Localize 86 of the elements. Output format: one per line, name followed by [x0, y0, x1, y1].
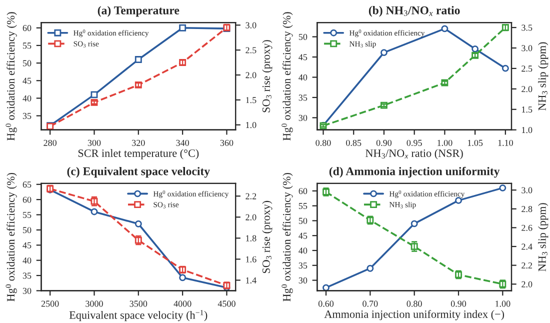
y-tick-label: 45	[22, 78, 32, 84]
x-tick-label: 0.70	[362, 300, 378, 307]
y2-tick-label: 2.6	[522, 224, 532, 231]
y2-axis-title: SO$_{3}$ rise (proxy)	[262, 200, 272, 274]
y2-tick-label: 1.8	[246, 235, 256, 242]
y-tick-label: 45	[22, 242, 32, 248]
chart-title: (b) NH$_{3}$/NO$_{x}$ ratio	[368, 6, 460, 17]
chart-title: (d) Ammonia injection uniformity	[329, 166, 500, 178]
x-tick-label: 360	[220, 140, 234, 146]
x-tick-label: 340	[176, 140, 189, 146]
x-tick-label: 300	[88, 140, 101, 146]
x-tick-label: 0.60	[318, 300, 334, 307]
x-axis-title: NH$_{3}$/NO$_{x}$ ratio (NSR)	[366, 149, 463, 160]
x-tick-label: 280	[44, 140, 57, 146]
y-tick-label: 50	[23, 227, 32, 234]
x-tick-label: 1.00	[438, 140, 452, 146]
y-axis-title: Hg$^{0}$ oxidation efficiency (%)	[282, 172, 293, 302]
y2-tick-label: 2.5	[522, 66, 532, 72]
y-axis-title: Hg$^{0}$ oxidation efficiency (%)	[6, 12, 17, 141]
chart-title: (a) Temperature	[98, 6, 180, 17]
y-tick-label: 35	[298, 94, 308, 101]
y2-tick-label: 2.4	[522, 244, 532, 250]
x-axis-title: Ammonia injection uniformity index (−)	[324, 310, 504, 320]
y-axis-title: Hg$^{0}$ oxidation efficiency (%)	[282, 12, 293, 141]
y-tick-label: 40	[22, 95, 32, 102]
y-tick-label: 60	[22, 196, 32, 203]
y-tick-label: 60	[22, 25, 32, 32]
y-tick-label: 40	[22, 257, 32, 264]
x-tick-label: 1.00	[496, 300, 510, 307]
y2-tick-label: 2.8	[522, 206, 532, 212]
y-tick-label: 55	[298, 203, 308, 210]
x-tick-label: 0.95	[406, 140, 422, 146]
y-tick-label: 35	[298, 262, 308, 269]
y2-tick-label: 3.0	[522, 45, 532, 52]
y2-tick-label: 2.0	[522, 86, 532, 92]
y-tick-label: 35	[22, 112, 32, 120]
y-tick-label: 40	[298, 248, 308, 254]
y2-axis-title: NH$_{3}$ slip (ppm)	[538, 203, 548, 272]
y-tick-label: 40	[298, 74, 308, 80]
y2-tick-label: 2.5	[246, 47, 256, 54]
y2-tick-label: 1.4	[246, 277, 256, 284]
y-tick-label: 35	[22, 272, 32, 279]
x-tick-label: 0.90	[376, 140, 392, 146]
y2-tick-label: 1.5	[246, 97, 256, 104]
y2-tick-label: 2.2	[522, 262, 532, 269]
y2-tick-label: 3.0	[246, 22, 256, 28]
y-tick-label: 45	[298, 54, 308, 60]
y2-tick-label: 3.0	[522, 187, 532, 194]
y2-tick-label: 1.6	[246, 256, 256, 262]
x-tick-label: 3500	[130, 300, 148, 307]
y-tick-label: 50	[298, 218, 308, 224]
y-tick-label: 60	[298, 188, 308, 194]
y2-tick-label: 2.2	[246, 193, 256, 200]
x-tick-label: 3000	[86, 300, 103, 307]
x-tick-label: 4500	[218, 300, 236, 307]
y2-tick-label: 2.0	[522, 281, 532, 288]
y-tick-label: 55	[23, 212, 32, 218]
x-tick-label: 4000	[174, 300, 192, 307]
y2-tick-label: 1.0	[246, 122, 256, 128]
x-tick-label: 320	[132, 140, 145, 146]
y-tick-label: 50	[298, 34, 308, 40]
x-tick-label: 0.90	[450, 300, 466, 307]
chart-title: (c) Equivalent space velocity	[67, 166, 210, 178]
y2-axis-title: SO$_{3}$ rise (proxy)	[262, 40, 272, 112]
y-tick-label: 65	[22, 182, 32, 188]
y-tick-label: 50	[23, 60, 32, 66]
y2-tick-label: 2.0	[246, 72, 256, 78]
y-tick-label: 45	[298, 232, 308, 239]
x-tick-label: 2500	[41, 300, 59, 307]
y-tick-label: 30	[298, 114, 308, 121]
y-tick-label: 30	[22, 288, 32, 294]
x-tick-label: 0.80	[406, 300, 422, 307]
x-tick-label: 0.85	[346, 140, 362, 146]
y-tick-label: 55	[23, 42, 32, 49]
x-tick-label: 1.10	[498, 140, 513, 146]
y2-tick-label: 2.0	[246, 214, 256, 220]
y2-axis-title: NH$_{3}$ slip (ppm)	[538, 42, 548, 110]
y2-tick-label: 1.5	[522, 106, 532, 113]
x-tick-label: 0.80	[316, 140, 331, 146]
x-axis-title: Equivalent space velocity (h$^{−1}$)	[69, 310, 208, 322]
y-axis-title: Hg$^{0}$ oxidation efficiency (%)	[6, 172, 17, 302]
y2-tick-label: 1.0	[522, 126, 532, 134]
y2-tick-label: 3.5	[522, 24, 532, 31]
x-tick-label: 1.05	[468, 140, 483, 146]
y-tick-label: 30	[298, 277, 308, 284]
x-axis-title: SCR inlet temperature (°C)	[78, 149, 199, 160]
